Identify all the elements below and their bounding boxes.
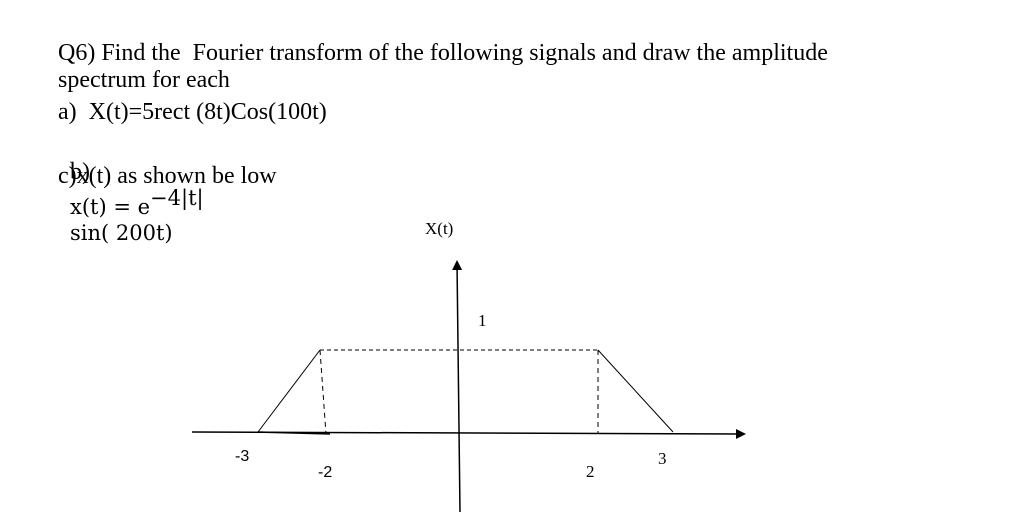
tick-label: 3	[658, 449, 667, 468]
dashed-left	[319, 349, 327, 435]
rise-edge	[257, 349, 321, 433]
question-heading: Q6) Find the Fourier transform of the fo…	[58, 40, 828, 66]
item-c: c)x(t) as shown be low	[58, 163, 277, 189]
item-b-exponent: −4|t|	[150, 186, 204, 210]
axis-label: X(t)	[425, 219, 453, 238]
y-axis	[452, 260, 463, 513]
fall-edge	[597, 349, 674, 433]
item-a: a) X(t)=5rect (8t)Cos(100t)	[58, 99, 327, 125]
item-b-lhs: x(t) = e	[70, 195, 151, 219]
item-b: b) x(t) = e−4|t| sin( 200t)	[58, 133, 204, 246]
question-heading-cont: spectrum for each	[58, 67, 230, 93]
item-b-rhs: sin( 200t)	[70, 221, 173, 245]
tick-label: -3	[235, 448, 249, 465]
level-label: 1	[478, 311, 487, 330]
tick-label: 2	[586, 462, 595, 481]
base-segment	[257, 431, 331, 435]
tick-label: -2	[318, 464, 332, 481]
item-b-label: b)	[70, 159, 90, 185]
